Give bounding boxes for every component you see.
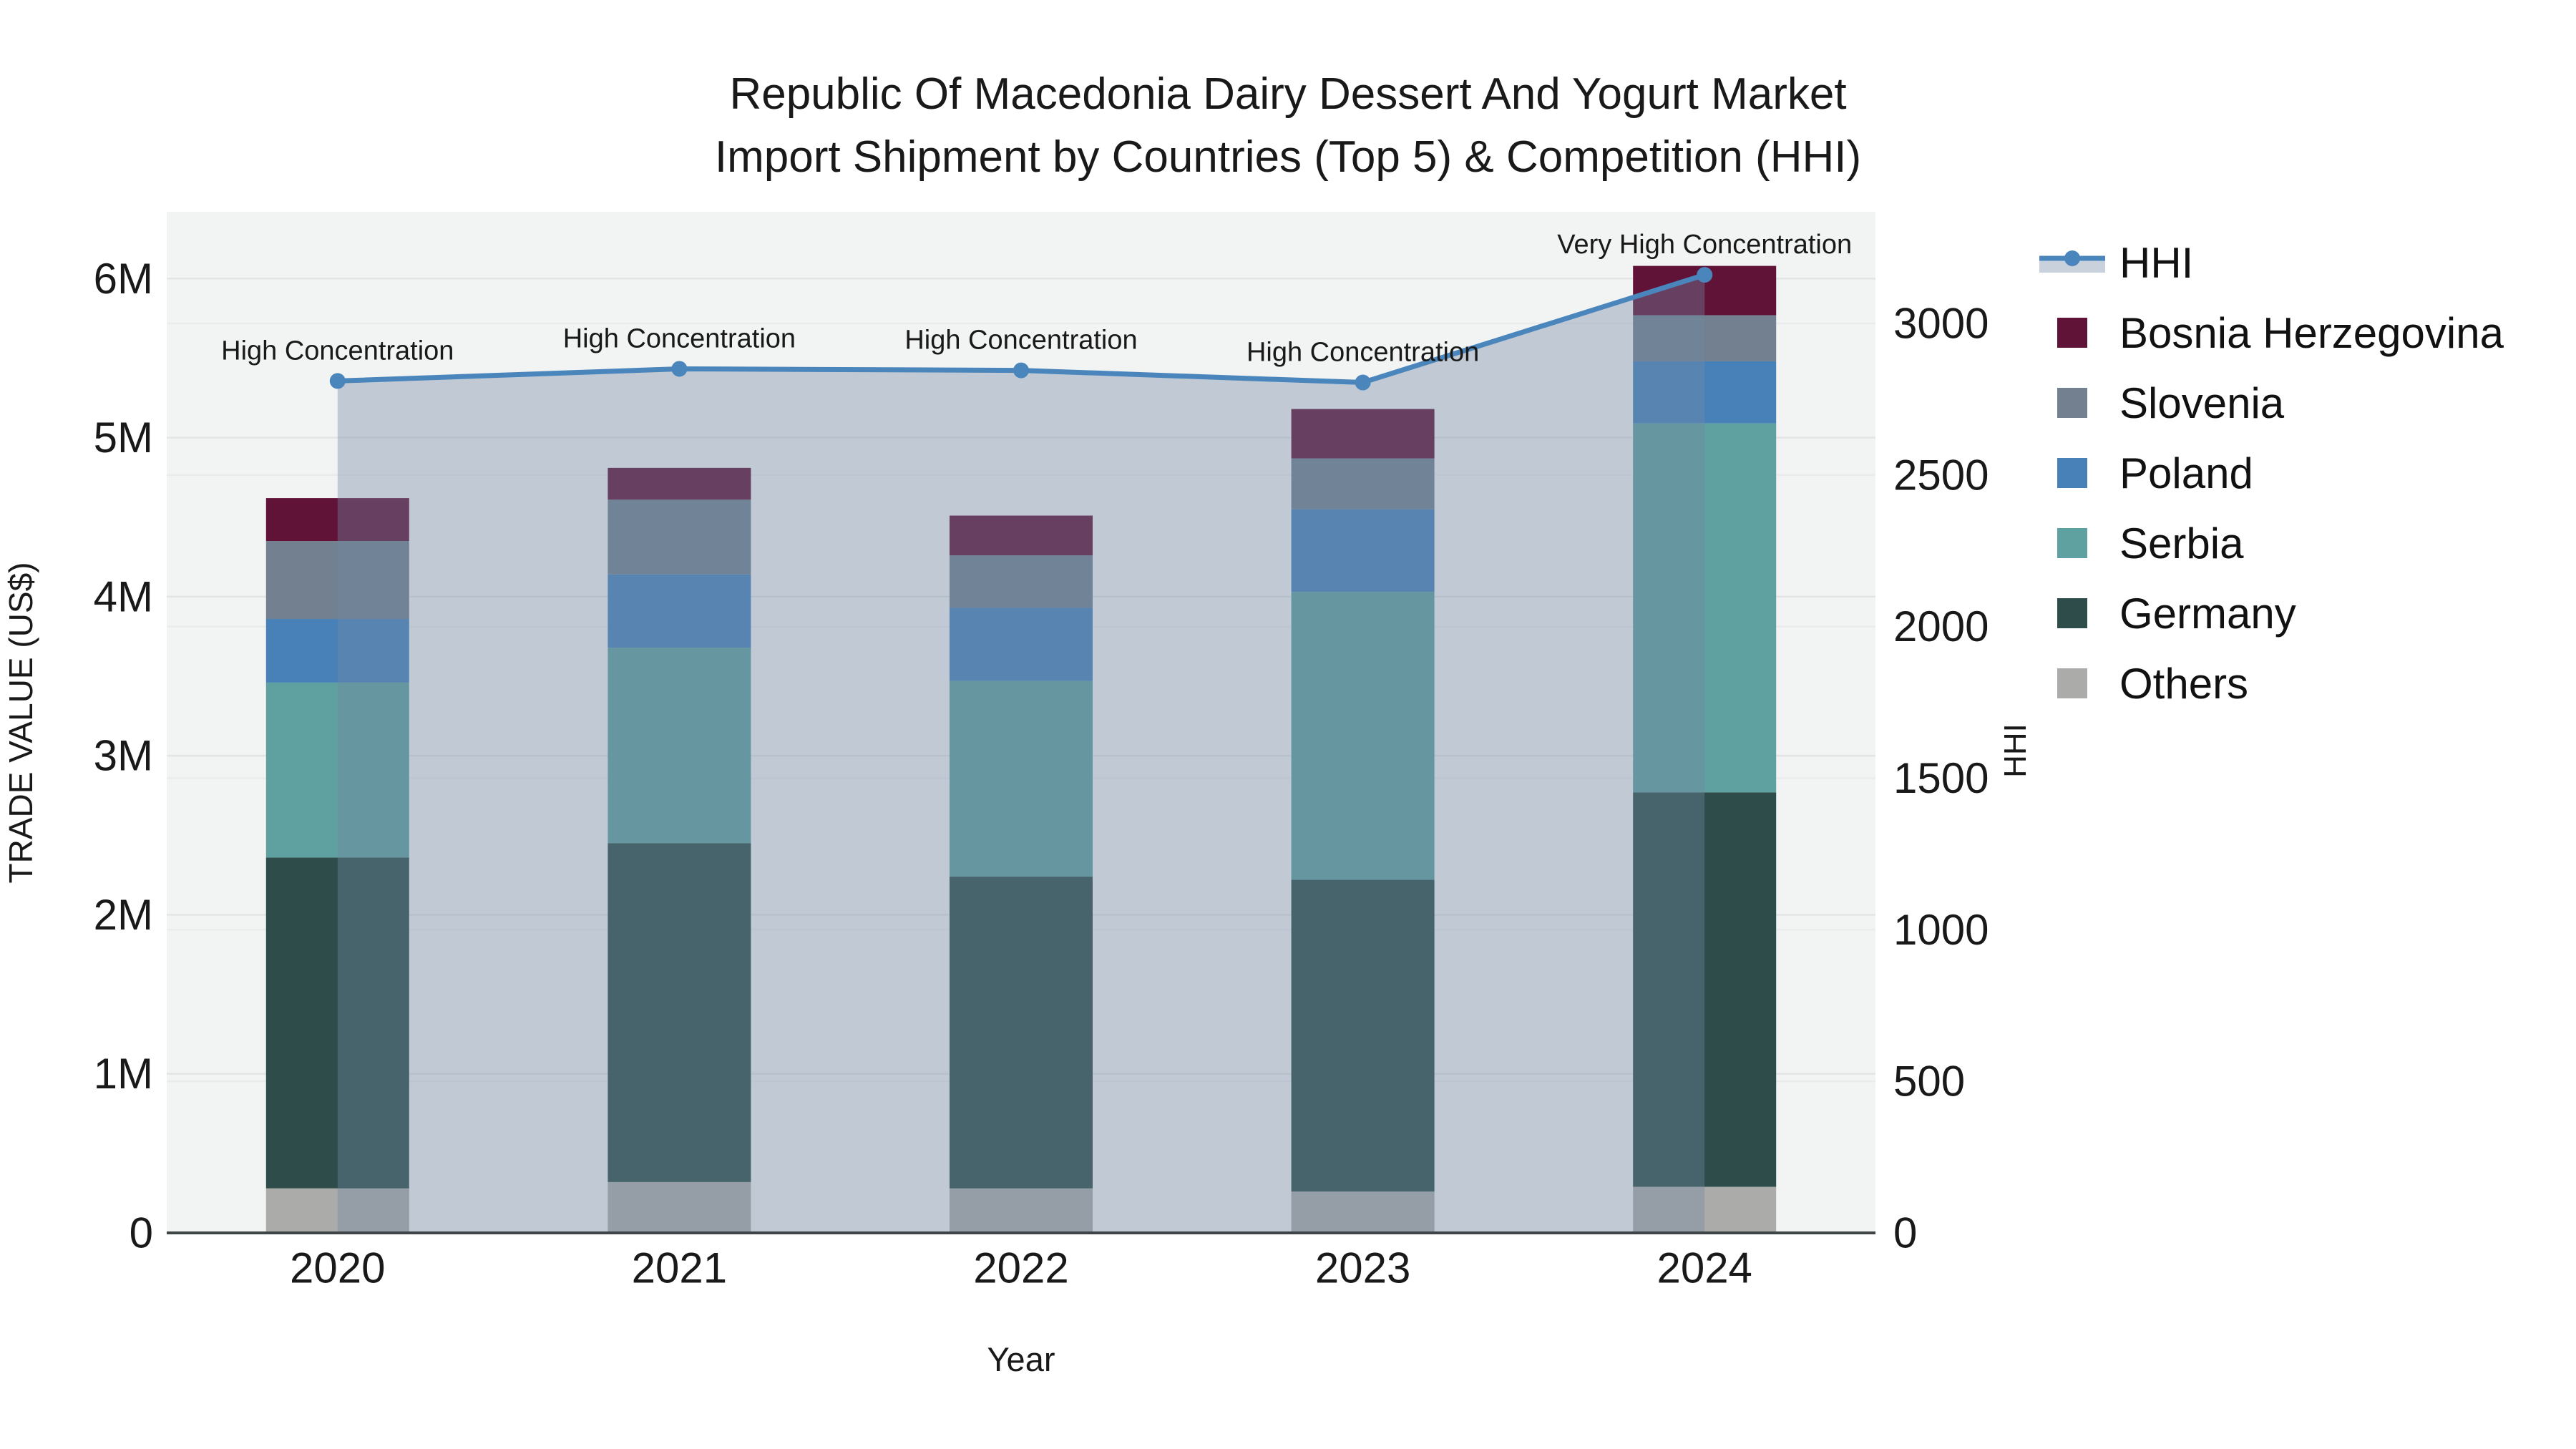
bar-segment-bosnia-herzegovina xyxy=(950,515,1093,556)
x-tick-label: 2024 xyxy=(1657,1244,1752,1292)
legend-item-bosnia-herzegovina[interactable]: Bosnia Herzegovina xyxy=(2039,298,2504,368)
bar-segment-germany xyxy=(265,857,409,1189)
bar-segment-serbia xyxy=(1291,592,1435,880)
hhi-marker xyxy=(329,373,346,389)
bar-segment-poland xyxy=(950,608,1093,681)
hhi-marker xyxy=(1697,267,1713,283)
bar-segment-bosnia-herzegovina xyxy=(608,467,751,500)
hhi-legend-symbol xyxy=(2039,250,2105,273)
chart-title-line2: Import Shipment by Countries (Top 5) & C… xyxy=(714,132,1862,182)
color-swatch-icon xyxy=(2039,318,2119,348)
y-right-tick-label: 3000 xyxy=(1893,299,1989,347)
bar-segment-bosnia-herzegovina xyxy=(265,498,409,542)
annotation-label: High Concentration xyxy=(221,336,454,366)
legend-item-others[interactable]: Others xyxy=(2039,648,2504,718)
bar-segment-serbia xyxy=(265,682,409,858)
y-left-tick-label: 0 xyxy=(130,1209,153,1257)
x-tick-label: 2022 xyxy=(973,1244,1068,1292)
hhi-marker xyxy=(1355,374,1371,391)
legend-item-hhi[interactable]: HHI xyxy=(2039,228,2504,298)
y-right-tick-label: 0 xyxy=(1893,1209,1917,1257)
legend-label: Slovenia xyxy=(2119,379,2285,427)
legend-item-poland[interactable]: Poland xyxy=(2039,438,2504,508)
bar-segment-others xyxy=(1291,1191,1435,1233)
legend-item-germany[interactable]: Germany xyxy=(2039,578,2504,648)
x-axis-title: Year xyxy=(987,1340,1055,1378)
legend-item-serbia[interactable]: Serbia xyxy=(2039,508,2504,578)
y-right-tick-label: 2500 xyxy=(1893,451,1989,499)
bar-segment-slovenia xyxy=(1291,458,1435,509)
legend-swatch xyxy=(2057,388,2087,418)
y2-axis-title: HHI xyxy=(1998,723,2033,778)
bar-segment-slovenia xyxy=(265,541,409,620)
legend-label: Bosnia Herzegovina xyxy=(2119,308,2504,357)
y-left-tick-label: 3M xyxy=(94,732,153,780)
bar-segment-others xyxy=(265,1188,409,1233)
hhi-marker xyxy=(1013,362,1029,379)
legend-item-slovenia[interactable]: Slovenia xyxy=(2039,368,2504,438)
hhi-line-swatch-icon xyxy=(2039,247,2119,278)
bar-segment-others xyxy=(1633,1186,1777,1233)
x-tick-label: 2023 xyxy=(1315,1244,1410,1292)
bar-segment-poland xyxy=(265,619,409,683)
legend-label: Germany xyxy=(2119,589,2296,638)
annotation-label: Very High Concentration xyxy=(1557,230,1852,260)
y-left-tick-label: 6M xyxy=(94,255,153,303)
y-right-tick-label: 2000 xyxy=(1893,602,1989,650)
color-swatch-icon xyxy=(2039,388,2119,418)
legend: HHI Bosnia Herzegovina Slovenia Poland Serbi… xyxy=(2039,228,2504,718)
bar-segment-germany xyxy=(608,843,751,1182)
annotation-label: High Concentration xyxy=(1246,338,1479,368)
color-swatch-icon xyxy=(2039,598,2119,628)
y-right-tick-label: 1500 xyxy=(1893,754,1989,802)
legend-swatch xyxy=(2057,528,2087,558)
bar-segment-slovenia xyxy=(950,555,1093,608)
y-left-tick-label: 1M xyxy=(94,1050,153,1098)
bar-segment-slovenia xyxy=(608,499,751,575)
legend-swatch xyxy=(2057,598,2087,628)
y-left-tick-label: 4M xyxy=(94,572,153,620)
legend-swatch xyxy=(2057,318,2087,348)
bar-segment-slovenia xyxy=(1633,315,1777,361)
color-swatch-icon xyxy=(2039,528,2119,558)
y-left-tick-label: 5M xyxy=(94,414,153,462)
color-swatch-icon xyxy=(2039,668,2119,698)
legend-swatch xyxy=(2057,668,2087,698)
hhi-area-fill xyxy=(337,275,1705,1233)
hhi-marker xyxy=(671,361,688,377)
bar-segment-serbia xyxy=(1633,423,1777,793)
bar-segment-germany xyxy=(1291,879,1435,1192)
legend-label: Poland xyxy=(2119,449,2253,497)
color-swatch-icon xyxy=(2039,458,2119,488)
annotation-label: High Concentration xyxy=(563,323,796,353)
bar-segment-poland xyxy=(608,574,751,648)
annotation-label: High Concentration xyxy=(904,326,1137,356)
legend-label: HHI xyxy=(2119,238,2194,287)
chart-title-line1: Republic Of Macedonia Dairy Dessert And … xyxy=(729,69,1847,119)
legend-label: Serbia xyxy=(2119,519,2244,567)
chart-title: Republic Of Macedonia Dairy Dessert And … xyxy=(0,63,2576,189)
bar-segment-bosnia-herzegovina xyxy=(1291,409,1435,459)
y-right-tick-label: 1000 xyxy=(1893,906,1989,954)
y-left-tick-label: 2M xyxy=(94,891,153,939)
bar-segment-germany xyxy=(1633,792,1777,1187)
bar-segment-germany xyxy=(950,877,1093,1189)
bar-segment-others xyxy=(950,1188,1093,1233)
bar-segment-serbia xyxy=(950,680,1093,877)
bar-segment-others xyxy=(608,1181,751,1233)
bar-segment-poland xyxy=(1291,509,1435,592)
x-tick-label: 2020 xyxy=(290,1244,385,1292)
legend-label: Others xyxy=(2119,659,2249,708)
y-axis-title: TRADE VALUE (US$) xyxy=(2,562,39,884)
y-right-tick-label: 500 xyxy=(1893,1058,1965,1106)
x-tick-label: 2021 xyxy=(632,1244,727,1292)
bar-segment-poland xyxy=(1633,361,1777,424)
legend-swatch xyxy=(2057,458,2087,488)
bar-segment-serbia xyxy=(608,648,751,844)
